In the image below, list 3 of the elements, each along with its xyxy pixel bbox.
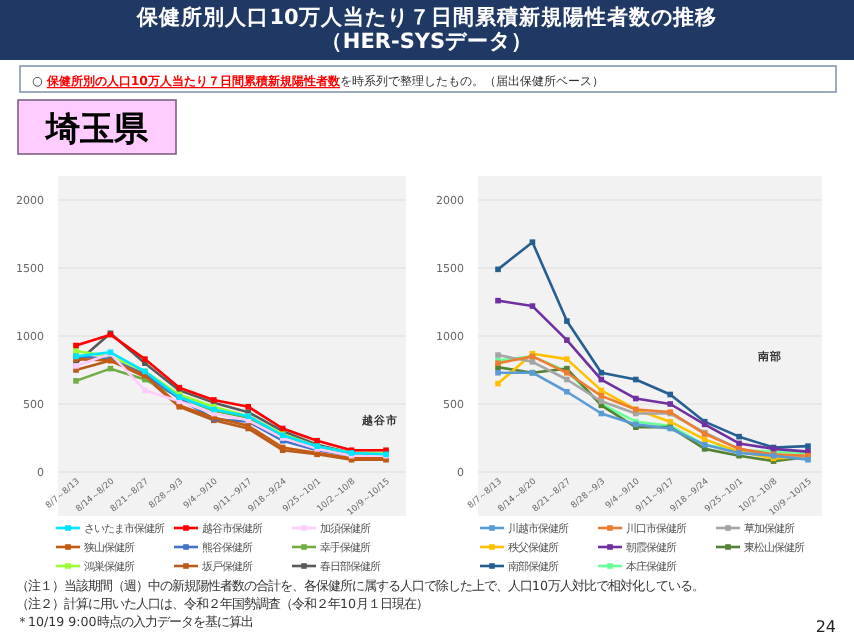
chart-title: 保健所別人口10万人当たり７日間累積新規陽性者数の推移（HER-SYSデータ）	[134, 4, 719, 54]
text: 24	[815, 618, 836, 636]
text: 埼玉県	[44, 110, 150, 150]
